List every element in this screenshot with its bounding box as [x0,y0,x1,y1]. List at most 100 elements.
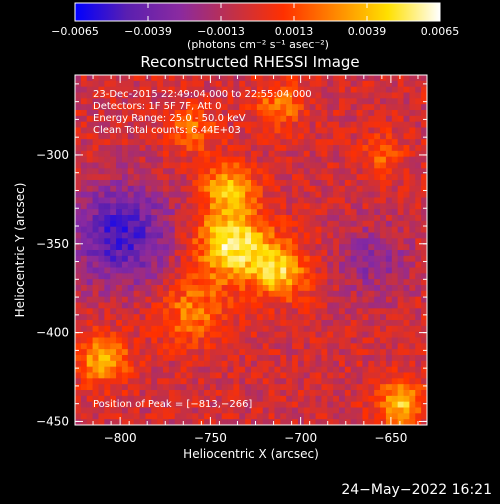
heatmap-cell [157,121,164,128]
heatmap-cell [133,226,140,233]
heatmap-cell [151,320,158,327]
heatmap-cell [180,110,187,117]
heatmap-cell [92,395,99,403]
heatmap-cell [368,331,375,338]
heatmap-cell [86,121,93,128]
heatmap-cell [327,407,334,414]
heatmap-cell [139,337,146,344]
heatmap-cell [86,308,93,315]
heatmap-cell [374,145,381,152]
heatmap-cell [204,86,211,93]
heatmap-cell [168,401,176,408]
heatmap-cell [292,290,299,298]
heatmap-cell [163,232,170,239]
heatmap-cell [239,232,246,239]
heatmap-cell [397,255,404,263]
heatmap-cell [139,203,146,210]
heatmap-cell [180,273,187,280]
heatmap-cell [409,80,416,88]
heatmap-cell [327,139,334,146]
heatmap-cell [209,168,217,175]
heatmap-cell [174,98,181,105]
heatmap-cell [297,296,305,303]
heatmap-cell [403,215,410,222]
heatmap-cell [245,355,252,362]
heatmap-cell [333,127,340,134]
heatmap-cell [409,261,416,268]
heatmap-cell [157,390,164,397]
heatmap-cell [409,110,416,117]
heatmap-cell [391,145,399,152]
heatmap-cell [215,110,223,117]
heatmap-cell [385,395,393,403]
heatmap-cell [303,255,311,263]
heatmap-cell [362,232,369,239]
heatmap-cell [209,180,217,187]
heatmap-cell [180,156,187,163]
heatmap-cell [315,355,322,362]
heatmap-cell [110,191,117,198]
heatmap-cell [110,185,117,193]
heatmap-cell [274,162,281,169]
heatmap-cell [157,407,164,414]
heatmap-cell [86,372,93,379]
heatmap-cell [380,267,387,274]
heatmap-cell [121,285,129,292]
heatmap-cell [315,290,322,298]
heatmap-cell [192,139,199,146]
heatmap-cell [368,92,375,99]
heatmap-cell [239,244,246,251]
heatmap-cell [227,133,234,140]
heatmap-cell [368,232,375,239]
heatmap-cell [403,302,410,309]
heatmap-cell [221,261,228,268]
heatmap-cell [86,320,93,327]
heatmap-cell [239,180,246,187]
heatmap-cell [309,355,316,362]
heatmap-cell [163,156,170,163]
heatmap-cell [168,174,176,181]
y-axis-label: Heliocentric Y (arcsec) [13,183,27,318]
heatmap-cell [391,413,399,420]
heatmap-cell [145,401,152,408]
heatmap-cell [239,337,246,344]
heatmap-cell [116,80,123,88]
heatmap-cell [321,407,328,414]
heatmap-cell [344,395,352,403]
heatmap-cell [92,296,99,303]
heatmap-cell [186,156,193,163]
heatmap-cell [309,232,316,239]
heatmap-cell [239,314,246,321]
heatmap-cell [409,232,416,239]
heatmap-cell [174,232,181,239]
heatmap-cell [397,110,404,117]
heatmap-cell [86,209,93,216]
heatmap-cell [274,390,281,397]
heatmap-cell [391,360,399,368]
heatmap-cell [374,355,381,362]
heatmap-cell [75,121,82,128]
heatmap-cell [75,390,82,397]
heatmap-cell [215,279,223,286]
heatmap-cell [333,180,340,187]
heatmap-cell [421,325,428,333]
heatmap-cell [204,215,211,222]
heatmap-cell [133,127,140,134]
heatmap-cell [86,384,93,391]
heatmap-cell [215,366,223,373]
heatmap-cell [198,372,205,379]
heatmap-cell [86,390,93,397]
heatmap-cell [362,366,369,373]
heatmap-cell [168,104,176,111]
heatmap-cell [362,308,369,315]
heatmap-cell [268,162,275,169]
heatmap-cell [186,267,193,274]
heatmap-cell [227,104,234,111]
heatmap-cell [333,80,340,88]
heatmap-cell [110,139,117,146]
heatmap-cell [145,162,152,169]
heatmap-cell [227,209,234,216]
heatmap-cell [86,226,93,233]
heatmap-cell [368,384,375,391]
heatmap-cell [157,261,164,268]
